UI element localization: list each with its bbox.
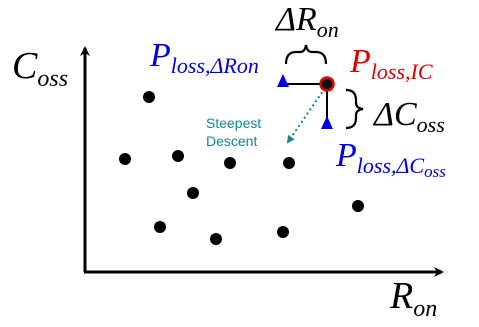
p-loss-ic-label: Ploss,IC	[349, 43, 433, 84]
design-points	[119, 91, 364, 245]
delta-r-brace	[284, 44, 328, 65]
design-point	[210, 233, 222, 245]
design-point	[352, 200, 364, 212]
y-axis-label: Coss	[12, 45, 68, 92]
p-loss-dcoss-label: Ploss,ΔCoss	[335, 137, 446, 181]
design-point	[277, 226, 289, 238]
delta-c-label: ΔCoss	[372, 96, 445, 137]
p-loss-ic-marker	[319, 76, 335, 92]
design-point	[154, 221, 166, 233]
x-axis-label: Ron	[389, 275, 437, 322]
delta-r-label: ΔRon	[274, 1, 339, 42]
design-point	[143, 91, 155, 103]
design-point	[172, 150, 184, 162]
steepest-descent-arrow	[286, 87, 326, 144]
steepest-descent-label-line2: Descent	[206, 133, 257, 149]
p-loss-dron-label: Ploss,ΔRon	[149, 37, 259, 78]
steepest-descent-label-line1: Steepest	[206, 115, 261, 131]
p-loss-dron-marker	[277, 74, 289, 87]
design-point	[283, 157, 295, 169]
design-point	[187, 187, 199, 199]
delta-c-brace	[345, 88, 364, 130]
design-point	[224, 157, 236, 169]
p-loss-dcoss-marker	[321, 116, 333, 129]
design-point	[119, 153, 131, 165]
